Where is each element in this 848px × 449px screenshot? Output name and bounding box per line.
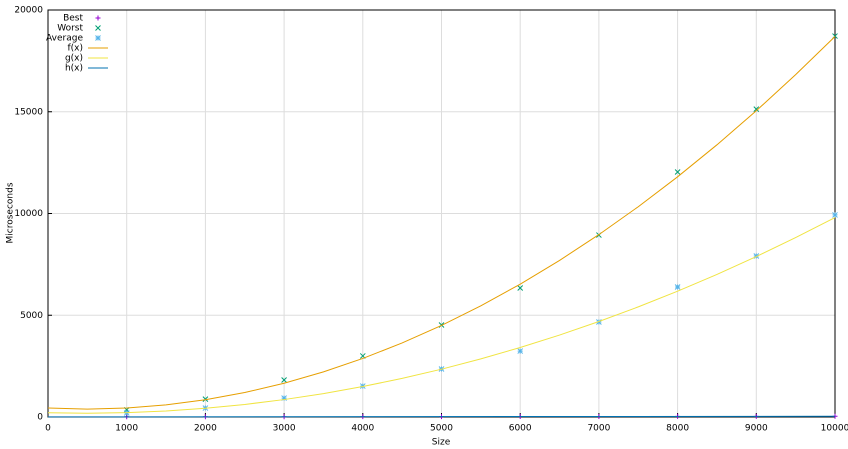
point xyxy=(517,285,524,291)
x-tick-label: 4000 xyxy=(351,424,374,434)
legend-swatch xyxy=(95,25,101,31)
x-tick-label: 3000 xyxy=(273,424,296,434)
curve xyxy=(47,217,836,414)
x-tick-label: 2000 xyxy=(194,424,217,434)
legend-label: Average xyxy=(46,34,83,44)
x-tick-label: 8000 xyxy=(666,424,689,434)
x-tick-label: 10000 xyxy=(821,424,848,434)
y-tick-label: 10000 xyxy=(14,209,43,219)
legend-label: f(x) xyxy=(67,44,83,54)
y-tick-label: 20000 xyxy=(14,6,43,16)
x-tick-label: 9000 xyxy=(745,424,768,434)
y-axis-title: Microseconds xyxy=(6,182,16,243)
point xyxy=(517,348,524,354)
curve xyxy=(47,36,836,410)
x-tick-label: 6000 xyxy=(509,424,532,434)
legend-label: Worst xyxy=(57,24,83,34)
point xyxy=(281,395,287,401)
y-tick-label: 5000 xyxy=(20,311,43,321)
x-tick-label: 0 xyxy=(45,424,51,434)
point xyxy=(281,377,287,383)
x-axis-title: Size xyxy=(432,438,451,448)
point xyxy=(832,212,838,218)
point xyxy=(674,284,681,290)
legend-label: h(x) xyxy=(65,64,83,74)
point xyxy=(753,106,760,112)
y-tick-label: 15000 xyxy=(14,107,43,117)
legend-label: g(x) xyxy=(65,54,83,64)
x-tick-label: 1000 xyxy=(115,424,138,434)
y-tick-label: 0 xyxy=(37,413,43,423)
point xyxy=(674,169,681,175)
x-tick-label: 5000 xyxy=(430,424,453,434)
x-tick-label: 7000 xyxy=(587,424,610,434)
legend-label: Best xyxy=(63,14,83,24)
curve xyxy=(47,415,836,418)
legend-swatch xyxy=(95,35,101,41)
legend-swatch xyxy=(95,15,101,21)
point xyxy=(202,396,209,402)
